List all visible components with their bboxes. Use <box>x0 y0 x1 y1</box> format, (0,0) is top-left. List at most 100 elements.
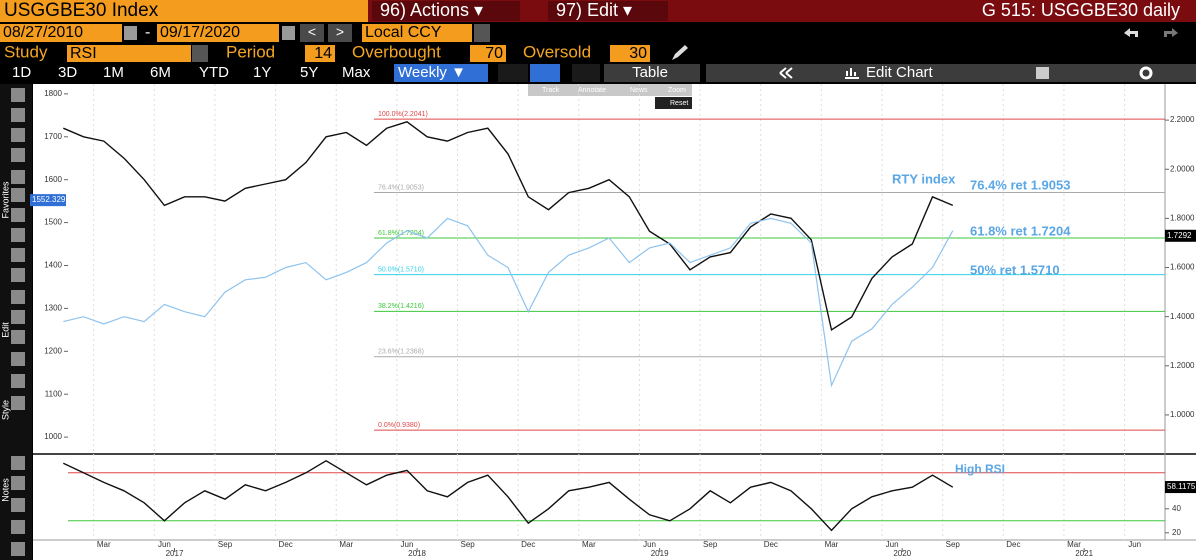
x-tick-label: Jun <box>158 540 171 549</box>
edit-button[interactable] <box>548 1 668 21</box>
settings-icon[interactable] <box>1139 66 1153 80</box>
redo-icon[interactable] <box>1164 28 1178 37</box>
series-line <box>63 121 954 332</box>
oversold-label: Oversold <box>523 42 591 61</box>
tool-icon[interactable] <box>11 330 25 344</box>
range-tab[interactable]: 1M <box>103 64 124 81</box>
y-tick-label: 1500 <box>44 218 62 227</box>
pencil-icon[interactable] <box>672 45 688 60</box>
study-input[interactable] <box>67 45 191 62</box>
tool-icon[interactable] <box>11 268 25 282</box>
line-chart-button[interactable] <box>498 64 528 82</box>
table-button-label[interactable]: Table <box>632 64 668 81</box>
tool-icon[interactable] <box>11 352 25 366</box>
start-date-input[interactable] <box>0 24 122 42</box>
dropdown[interactable] <box>572 64 600 82</box>
y-tick-label: 1200 <box>44 346 62 355</box>
tool-icon[interactable] <box>11 188 25 202</box>
tool-icon[interactable] <box>11 290 25 304</box>
calendar-icon[interactable] <box>282 26 295 40</box>
table-button[interactable] <box>604 64 700 82</box>
tool-icon[interactable] <box>11 542 25 556</box>
annotate-icon[interactable] <box>1036 67 1049 79</box>
value-marker-label: 1552.329 <box>32 195 66 204</box>
fib-label: 0.0%(0.9380) <box>378 422 420 429</box>
tool-icon[interactable] <box>11 208 25 222</box>
undo-icon[interactable] <box>1124 28 1138 37</box>
value-marker-label: 1.7292 <box>1167 231 1192 240</box>
overbought-input[interactable] <box>470 45 506 62</box>
range-tab[interactable]: Weekly ▼ <box>398 64 466 81</box>
edit-menu[interactable]: 97) Edit ▾ <box>556 0 632 20</box>
tool-button[interactable]: Annotate <box>578 87 606 94</box>
calendar-icon[interactable] <box>124 26 137 40</box>
side-label: Style <box>0 400 10 420</box>
tool-icon[interactable] <box>11 108 25 122</box>
nav-button[interactable] <box>300 24 324 42</box>
annotation: 76.4% ret 1.9053 <box>970 177 1070 192</box>
ticker-box[interactable] <box>0 0 368 22</box>
tool-icon[interactable] <box>11 396 25 410</box>
reset-button[interactable] <box>655 97 692 109</box>
year-label: 2021 <box>1075 549 1093 558</box>
range-tab[interactable]: 3D <box>58 64 77 81</box>
x-tick-label: Jun <box>643 540 656 549</box>
tool-icon[interactable] <box>11 456 25 470</box>
nav-button[interactable] <box>328 24 352 42</box>
x-tick-label: Sep <box>946 540 961 549</box>
nav-prev[interactable]: < <box>308 24 316 40</box>
period-input[interactable] <box>305 45 335 62</box>
annotation: 61.8% ret 1.7204 <box>970 223 1071 238</box>
y2-tick-label: 1.2000 <box>1170 361 1195 370</box>
tool-icon[interactable] <box>11 88 25 102</box>
side-label: Edit <box>0 322 10 338</box>
range-tab[interactable]: 1D <box>12 64 31 81</box>
actions-button[interactable] <box>372 1 520 21</box>
fib-label: 23.6%(1.2368) <box>378 349 424 356</box>
rsi-tick-label: 40 <box>1172 504 1181 513</box>
tool-icon[interactable] <box>11 128 25 142</box>
tool-button[interactable]: Zoom <box>668 87 686 94</box>
tool-icon[interactable] <box>11 476 25 490</box>
tool-icon[interactable] <box>11 170 25 184</box>
value-marker <box>30 194 66 207</box>
tool-icon[interactable] <box>11 374 25 388</box>
tool-icon[interactable] <box>11 498 25 512</box>
tool-button[interactable]: Track <box>542 87 560 94</box>
range-tab[interactable]: 6M <box>150 64 171 81</box>
edit-chart-icon[interactable] <box>845 68 859 79</box>
nav-next[interactable]: > <box>336 24 344 40</box>
year-label: 2017 <box>166 549 184 558</box>
year-label: 2018 <box>408 549 426 558</box>
annotation: High RSI <box>955 462 1005 476</box>
fib-label: 61.8%(1.7204) <box>378 230 424 237</box>
range-tab[interactable]: YTD <box>199 64 229 81</box>
reset-label[interactable]: Reset <box>670 100 688 107</box>
x-tick-label: Mar <box>1067 540 1081 549</box>
y-tick-label: 1700 <box>44 132 62 141</box>
x-tick-label: Dec <box>764 540 778 549</box>
end-date-input[interactable] <box>157 24 279 42</box>
tool-icon[interactable] <box>11 520 25 534</box>
x-tick-label: Jun <box>401 540 414 549</box>
year-label: 2020 <box>893 549 911 558</box>
tool-icon[interactable] <box>11 248 25 262</box>
tool-icon[interactable] <box>11 310 25 324</box>
actions-menu[interactable]: 96) Actions ▾ <box>380 0 483 20</box>
range-tab[interactable]: Max <box>342 64 371 81</box>
tool-icon[interactable] <box>11 148 25 162</box>
bar-chart-button[interactable] <box>530 64 560 82</box>
tool-icon[interactable] <box>11 228 25 242</box>
range-tab[interactable]: 1Y <box>253 64 271 81</box>
edit-chart-button[interactable]: Edit Chart <box>866 64 934 81</box>
overbought: 70 <box>485 45 503 62</box>
dropdown[interactable] <box>474 24 490 42</box>
collapse-icon[interactable] <box>779 67 793 79</box>
oversold-input[interactable] <box>610 45 650 62</box>
tab-active[interactable] <box>394 64 488 82</box>
currency-input[interactable] <box>362 24 472 42</box>
rsi-tick-label: 20 <box>1172 528 1181 537</box>
range-tab[interactable]: 5Y <box>300 64 318 81</box>
x-tick-label: Dec <box>279 540 293 549</box>
dropdown[interactable] <box>192 45 208 62</box>
